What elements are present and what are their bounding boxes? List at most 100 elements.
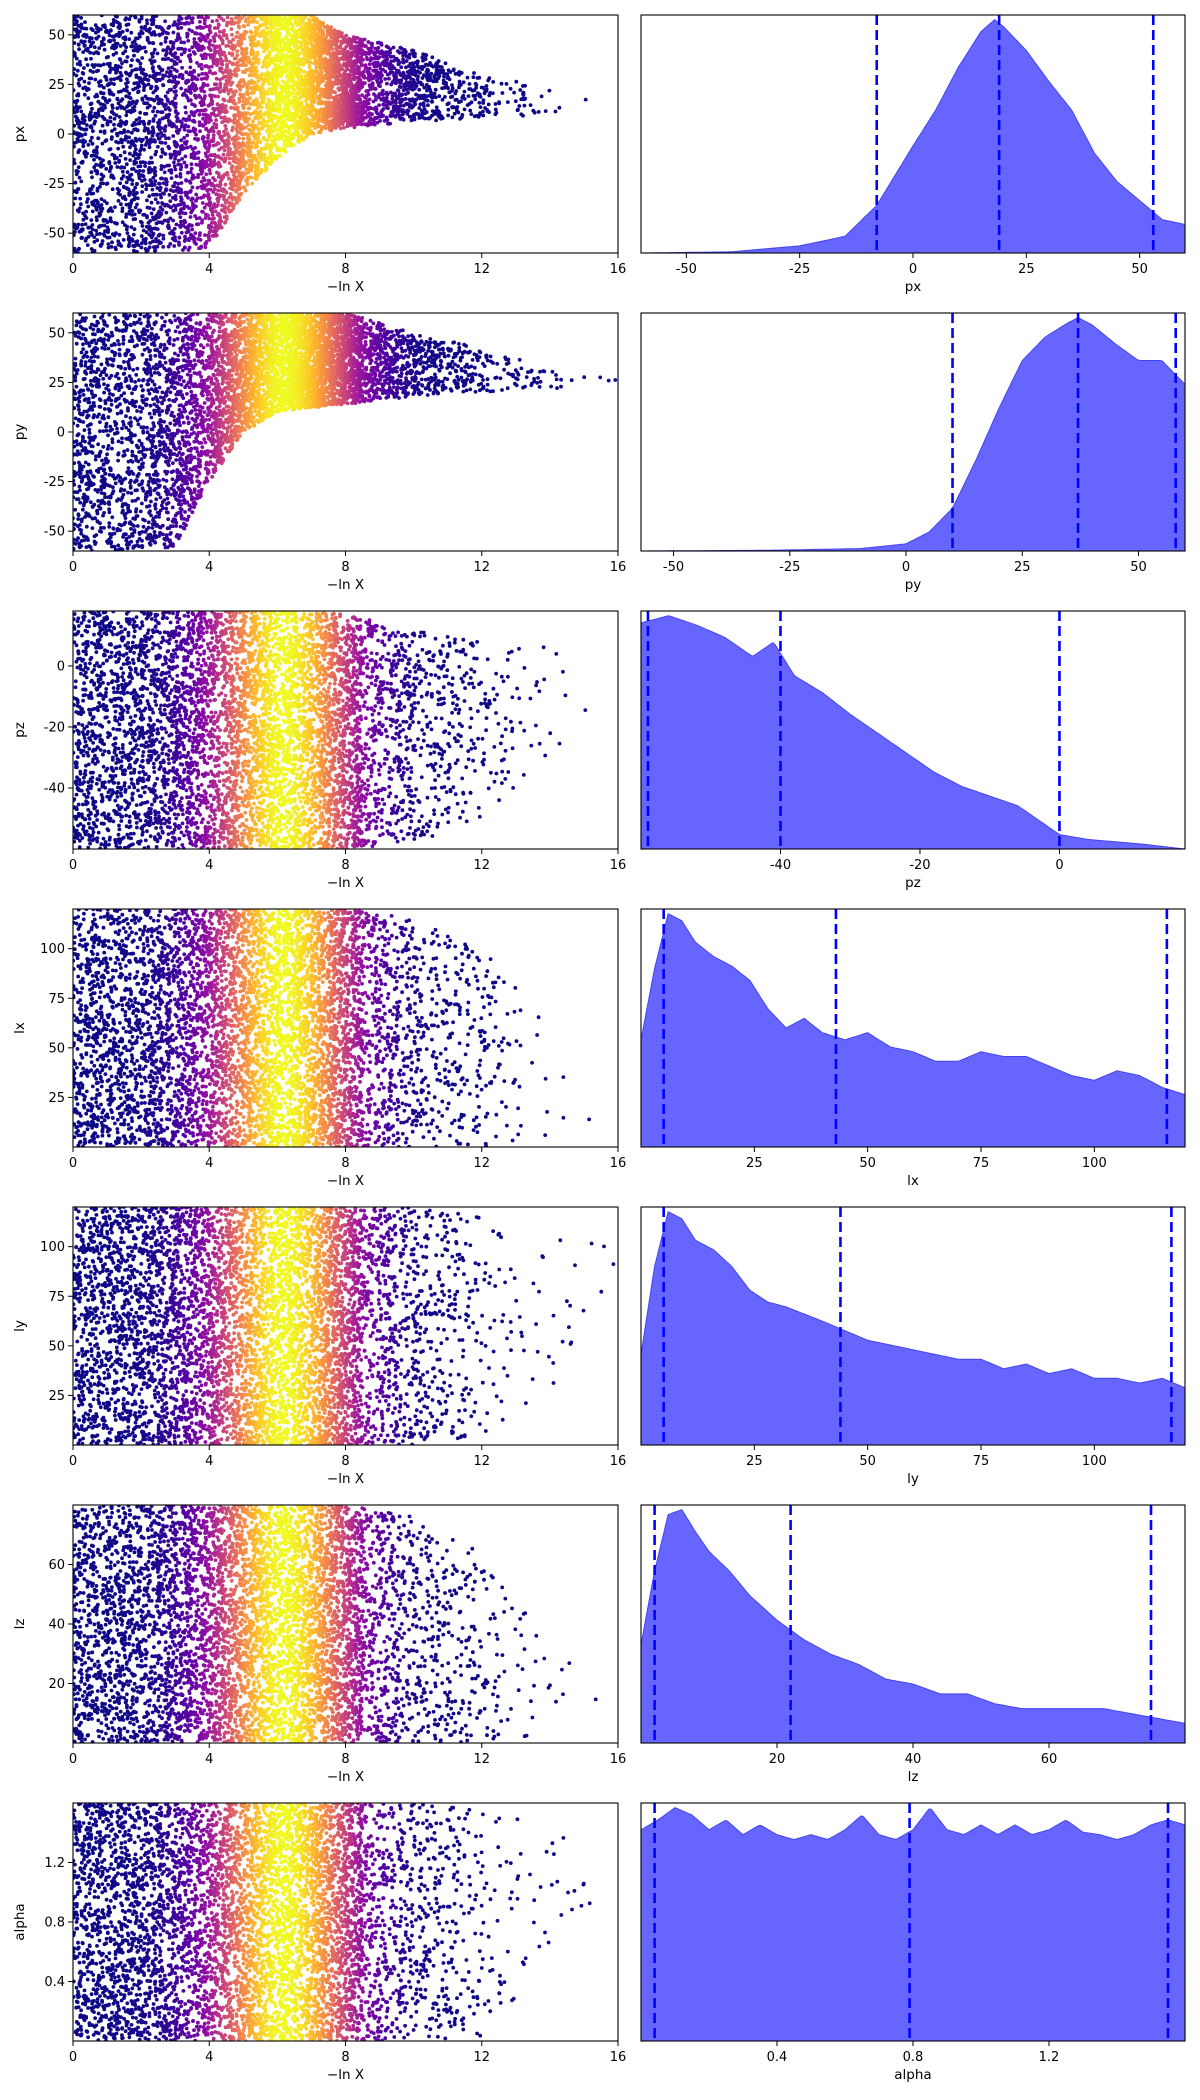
sample-point — [235, 49, 240, 53]
sample-point — [122, 43, 127, 47]
sample-point — [384, 95, 389, 100]
sample-point — [142, 128, 147, 133]
sample-point — [223, 182, 228, 187]
sample-point — [216, 94, 221, 99]
sample-point — [420, 67, 424, 71]
sample-point — [135, 99, 139, 103]
sample-point — [389, 82, 394, 87]
sample-point — [172, 184, 177, 189]
sample-point — [244, 68, 248, 73]
sample-point — [92, 240, 97, 244]
sample-point — [113, 205, 117, 210]
sample-point — [114, 221, 119, 226]
sample-point — [163, 94, 168, 99]
sample-point — [278, 26, 283, 31]
sample-point — [296, 120, 301, 125]
sample-point — [543, 109, 548, 113]
sample-point — [311, 73, 316, 78]
sample-point — [206, 192, 211, 197]
sample-point — [469, 112, 474, 116]
sample-point — [159, 211, 164, 216]
sample-point — [75, 68, 80, 73]
sample-point — [290, 38, 295, 43]
sample-point — [265, 138, 270, 143]
sample-point — [284, 46, 289, 51]
sample-point — [235, 53, 240, 58]
sample-point — [299, 69, 303, 74]
sample-point — [179, 230, 184, 235]
sample-point — [145, 215, 149, 220]
sample-point — [532, 110, 537, 115]
sample-point — [102, 47, 107, 52]
sample-point — [149, 155, 154, 160]
sample-point — [427, 84, 431, 89]
sample-point — [171, 218, 176, 223]
sample-point — [188, 190, 193, 194]
sample-point — [336, 101, 341, 106]
sample-point — [218, 81, 223, 86]
sample-point — [179, 195, 183, 200]
sample-point — [173, 181, 177, 185]
sample-point — [375, 74, 380, 79]
sample-point — [203, 151, 208, 156]
sample-point — [94, 168, 99, 173]
sample-point — [142, 88, 146, 92]
sample-point — [210, 19, 215, 24]
sample-point — [142, 177, 147, 182]
sample-point — [255, 132, 259, 137]
sample-point — [214, 76, 219, 81]
sample-point — [497, 100, 501, 104]
sample-point — [318, 130, 323, 135]
sample-point — [457, 85, 461, 90]
sample-point — [148, 74, 152, 79]
sample-point — [264, 55, 268, 60]
sample-point — [278, 55, 282, 59]
sample-point — [481, 98, 486, 103]
sample-point — [215, 63, 219, 67]
sample-point — [155, 227, 160, 232]
sample-point — [528, 103, 533, 107]
sample-point — [162, 170, 167, 175]
sample-point — [179, 25, 184, 30]
sample-point — [375, 64, 379, 68]
sample-point — [132, 53, 136, 58]
sample-point — [178, 202, 183, 207]
sample-point — [361, 81, 366, 86]
sample-point — [166, 224, 170, 229]
sample-point — [172, 85, 177, 90]
sample-point — [81, 138, 86, 143]
sample-point — [434, 118, 438, 123]
sample-point — [81, 144, 86, 149]
sample-point — [207, 230, 212, 235]
sample-point — [182, 140, 187, 145]
sample-point — [82, 92, 87, 97]
sample-point — [87, 76, 92, 81]
sample-point — [145, 18, 149, 23]
sample-point — [98, 63, 103, 68]
sample-point — [77, 148, 82, 153]
sample-point — [101, 62, 106, 67]
sample-point — [207, 236, 211, 240]
sample-point — [334, 46, 339, 51]
sample-point — [196, 156, 201, 161]
sample-point — [333, 90, 337, 95]
sample-point — [173, 96, 177, 101]
sample-point — [83, 222, 88, 227]
sample-point — [187, 206, 192, 211]
sample-point — [159, 154, 164, 159]
sample-point — [105, 235, 110, 240]
sample-point — [144, 135, 149, 140]
sample-point — [196, 73, 201, 77]
sample-point — [329, 71, 333, 75]
sample-point — [88, 44, 93, 49]
sample-point — [210, 234, 215, 238]
sample-point — [103, 229, 107, 234]
sample-point — [164, 210, 169, 215]
sample-point — [334, 107, 338, 111]
sample-point — [245, 178, 249, 183]
sample-point — [166, 144, 171, 149]
sample-point — [78, 196, 83, 201]
sample-point — [110, 209, 115, 214]
sample-point — [234, 199, 239, 204]
sample-point — [207, 47, 212, 51]
